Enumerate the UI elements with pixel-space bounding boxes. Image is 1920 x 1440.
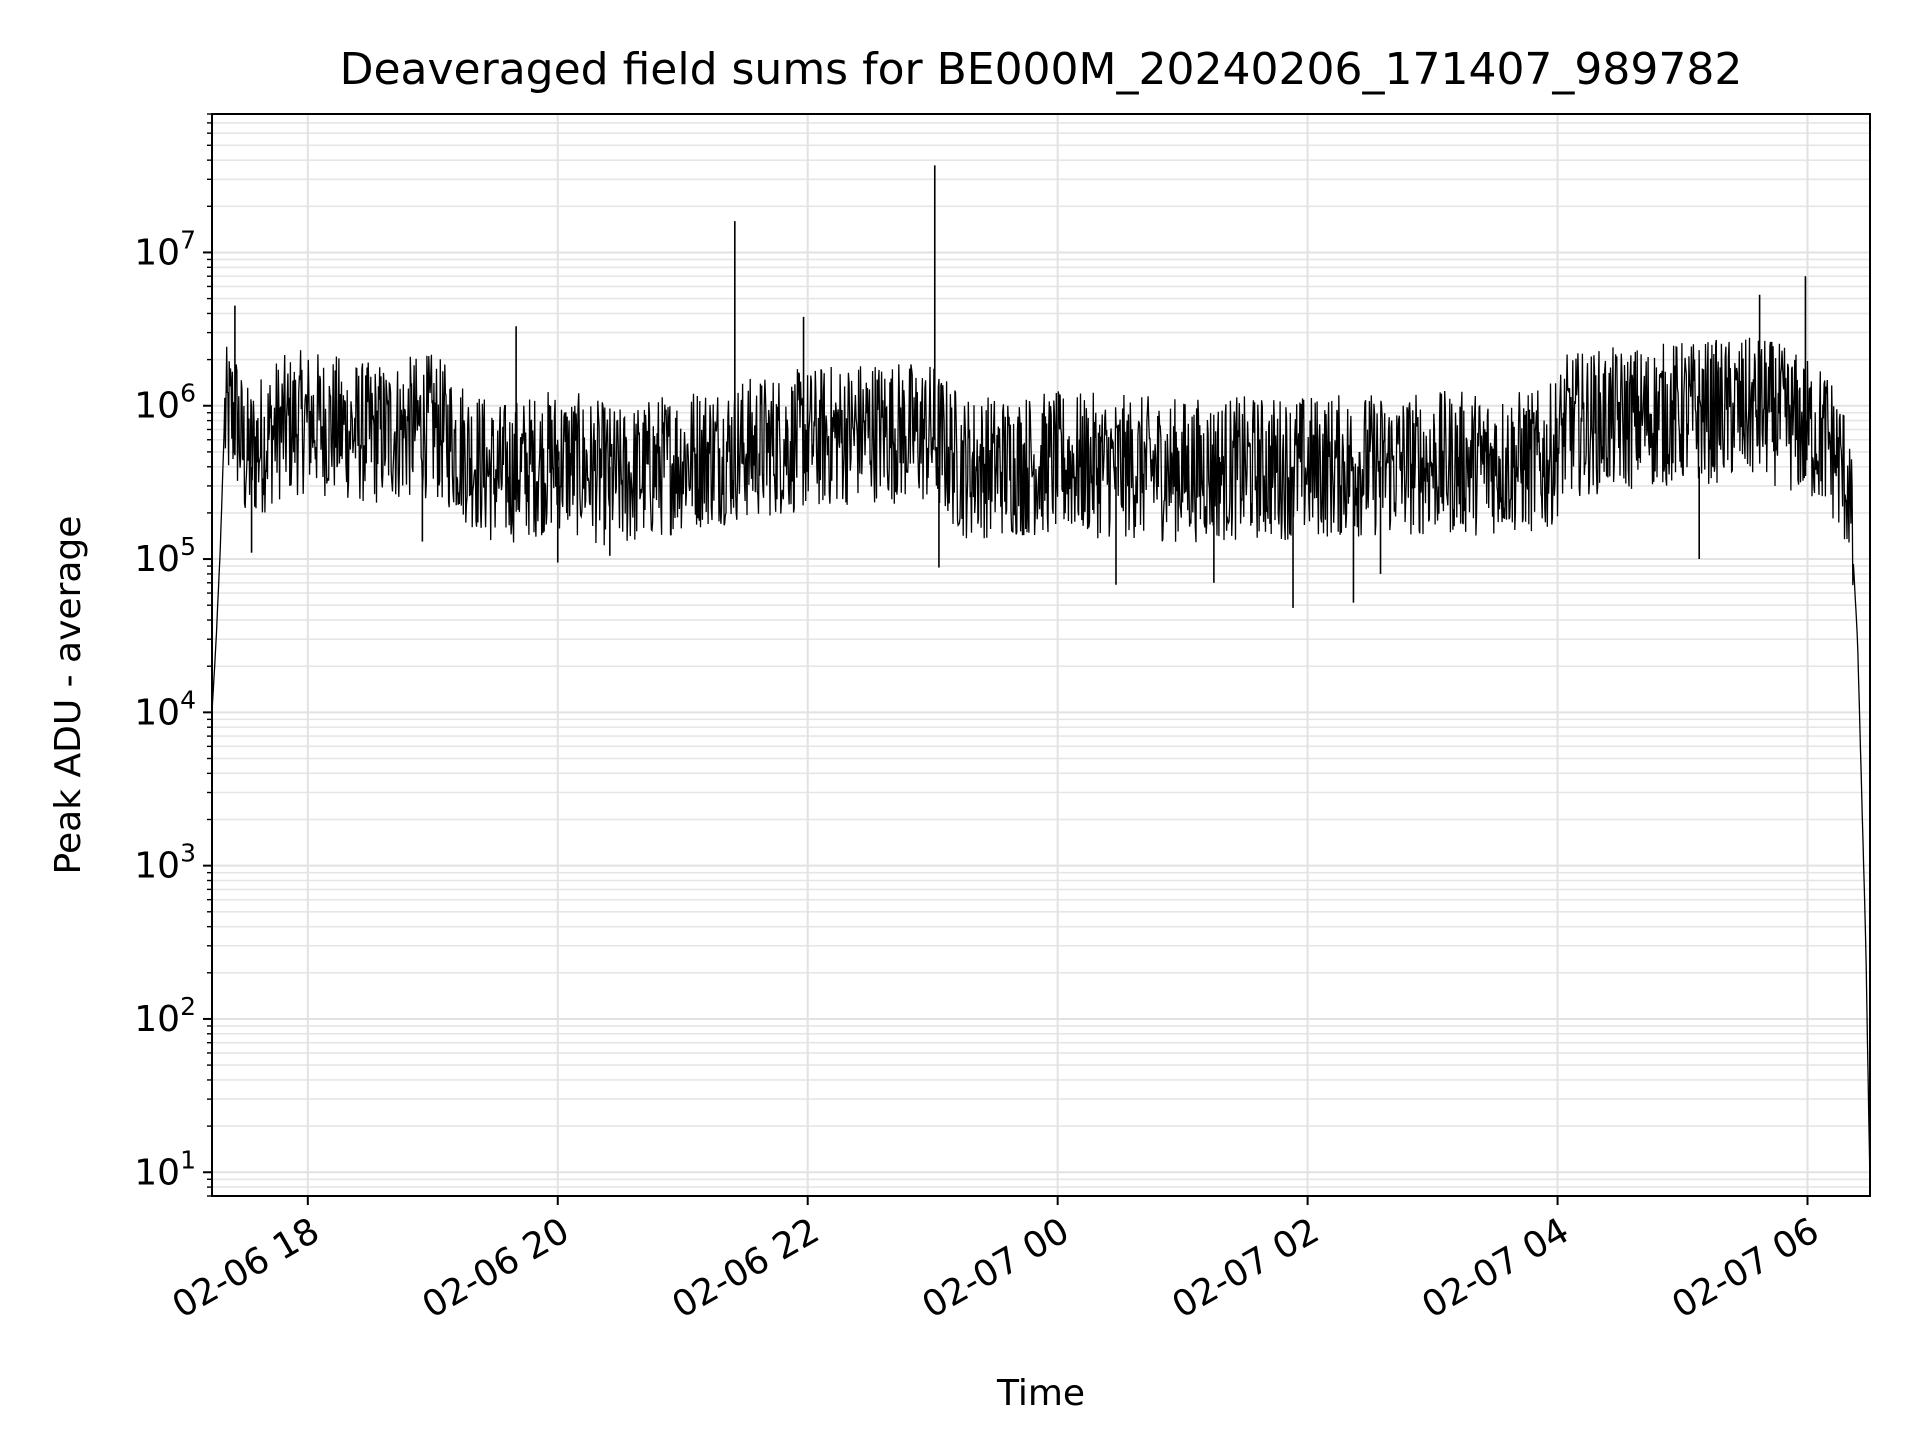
y-tick-label: 101	[134, 1145, 196, 1193]
x-axis-label: Time	[996, 1373, 1085, 1414]
y-tick-label: 104	[134, 685, 196, 733]
axes-frame	[211, 113, 1871, 1197]
chart-title: Deaveraged field sums for BE000M_2024020…	[340, 44, 1743, 95]
data-series-line	[211, 337, 1871, 1188]
plot-area	[211, 165, 1871, 1188]
y-tick-label: 102	[134, 992, 196, 1040]
y-tick-label: 106	[134, 379, 196, 427]
y-tick-label: 103	[134, 839, 196, 887]
y-axis-label: Peak ADU - average	[48, 516, 89, 875]
y-tick-label: 105	[134, 532, 196, 580]
y-tick-label: 107	[134, 225, 196, 273]
